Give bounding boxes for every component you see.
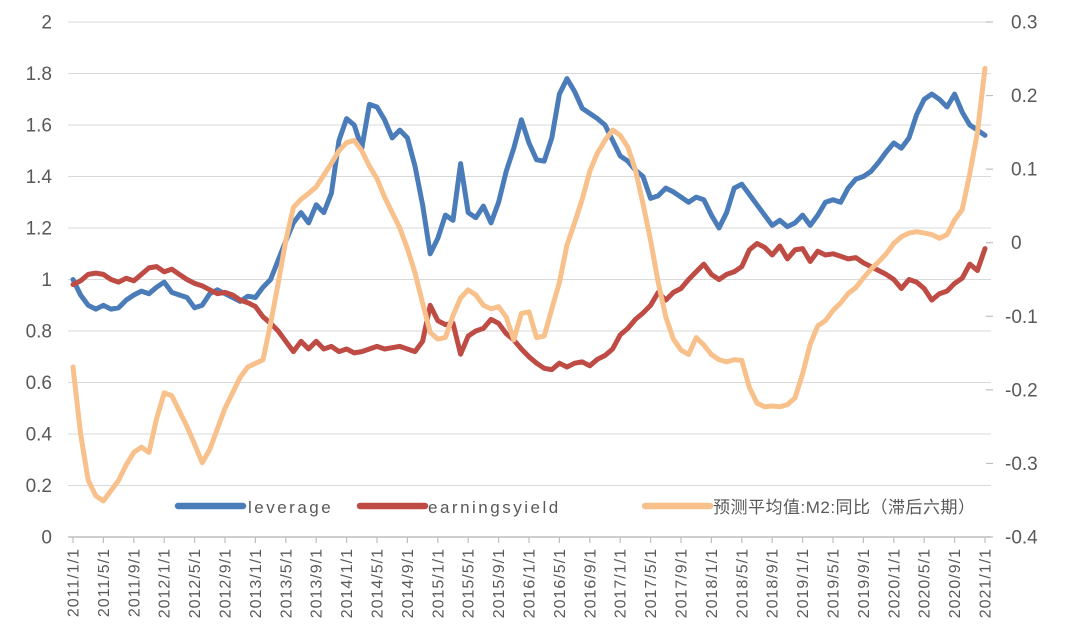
series-line-leverage <box>70 76 988 312</box>
x-axis-label: 2014/9/1 <box>400 548 417 618</box>
x-axis-label: 2011/5/1 <box>96 548 113 617</box>
x-axis-label: 2013/5/1 <box>278 548 295 618</box>
y-axis-right-label: 0.2 <box>1011 86 1037 107</box>
x-axis-label: 2015/1/1 <box>430 548 447 618</box>
x-axis-label: 2017/9/1 <box>674 548 691 618</box>
x-axis-label: 2020/9/1 <box>947 548 964 618</box>
y-axis-right-label: -0.2 <box>1005 380 1038 401</box>
y-axis-right-label: -0.4 <box>1005 528 1038 549</box>
x-axis-label: 2011/1/1 <box>66 548 83 617</box>
legend-label-m2-forecast: 预测平均值:M2:同比（滞后六期） <box>713 498 976 517</box>
y-axis-left-label: 0 <box>41 528 52 549</box>
y-axis-left-label: 1.8 <box>26 64 52 85</box>
y-axis-right-label: 0 <box>1011 233 1022 254</box>
y-axis-left-label: 1 <box>41 270 52 291</box>
x-axis-label: 2012/1/1 <box>157 548 174 618</box>
y-axis-left-label: 0.4 <box>26 425 53 446</box>
x-axis-label: 2016/5/1 <box>552 548 569 618</box>
y-axis-left-labels: 0 0.2 0.4 0.6 0.8 1 1.2 1.4 1.6 1.8 2 <box>26 13 53 549</box>
x-axis-label: 2017/1/1 <box>613 548 630 618</box>
legend-label-leverage: leverage <box>248 498 333 517</box>
series-line-m2-forecast <box>70 65 988 504</box>
x-axis-label: 2018/1/1 <box>704 548 721 618</box>
y-axis-left-label: 0.6 <box>26 373 52 394</box>
chart-legend: leverage earningsyield 预测平均值:M2:同比（滞后六期） <box>174 498 976 517</box>
y-axis-left-label: 1.4 <box>26 167 53 188</box>
y-axis-right-label: 0.1 <box>1011 160 1037 181</box>
x-axis-label: 2013/9/1 <box>309 548 326 618</box>
x-axis-label: 2015/5/1 <box>461 548 478 618</box>
x-axis-label: 2019/1/1 <box>795 548 812 618</box>
y-axis-left-label: 0.2 <box>26 476 52 497</box>
y-axis-right-labels: -0.4 -0.3 -0.2 -0.1 0 0.1 0.2 0.3 <box>1005 13 1038 549</box>
y-axis-left-label: 2 <box>41 13 52 34</box>
x-axis-label: 2012/5/1 <box>187 548 204 618</box>
y-axis-left-label: 0.8 <box>26 322 52 343</box>
x-axis-labels: 2011/1/1 2011/5/1 2011/9/1 2012/1/1 2012/5/1… <box>66 548 995 618</box>
legend-label-earningsyield: earningsyield <box>428 498 561 517</box>
x-axis-label: 2018/9/1 <box>765 548 782 618</box>
x-axis-label: 2019/9/1 <box>856 548 873 618</box>
y-axis-right-label: 0.3 <box>1011 13 1037 34</box>
series-lines <box>70 65 988 504</box>
x-axis-label: 2011/9/1 <box>126 548 143 617</box>
y-axis-left-label: 1.6 <box>26 116 52 137</box>
x-axis-label: 2017/5/1 <box>643 548 660 618</box>
x-axis-label: 2012/9/1 <box>218 548 235 618</box>
x-axis-label: 2016/9/1 <box>582 548 599 618</box>
x-axis-label: 2014/1/1 <box>339 548 356 618</box>
gridlines <box>68 21 991 538</box>
y-axis-right-label: -0.3 <box>1005 454 1038 475</box>
x-axis-label: 2013/1/1 <box>248 548 265 618</box>
series-line-earningsyield <box>70 241 988 373</box>
x-axis-label: 2019/5/1 <box>826 548 843 618</box>
y-axis-right-label: -0.1 <box>1005 307 1038 328</box>
x-axis-label: 2021/1/1 <box>978 548 995 618</box>
x-axis-label: 2020/5/1 <box>917 548 934 618</box>
x-axis-label: 2014/5/1 <box>370 548 387 618</box>
x-axis-label: 2018/5/1 <box>734 548 751 618</box>
x-axis-label: 2015/9/1 <box>491 548 508 618</box>
y-axis-left-label: 1.2 <box>26 219 52 240</box>
axis-tick-marks <box>72 21 993 543</box>
x-axis-label: 2020/1/1 <box>886 548 903 618</box>
x-axis-label: 2016/1/1 <box>522 548 539 618</box>
